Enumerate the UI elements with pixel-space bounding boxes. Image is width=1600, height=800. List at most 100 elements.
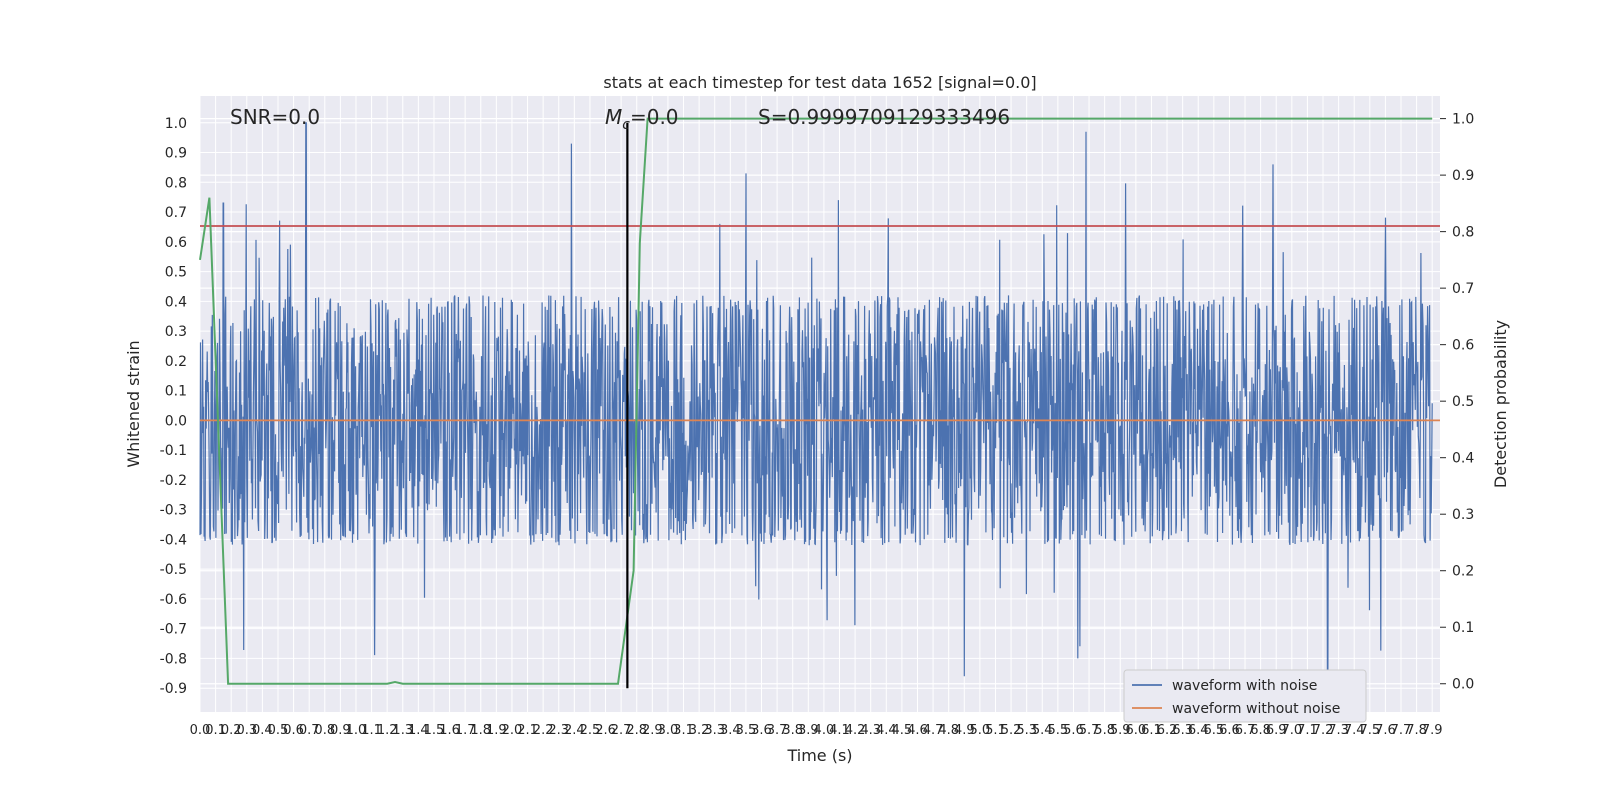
y-tick-label: 0.0 [165, 413, 187, 429]
x-tick-label: 4.3 [860, 723, 881, 738]
y-tick-label: 1.0 [165, 116, 187, 132]
x-tick-label: 5.5 [1048, 723, 1069, 738]
x-tick-label: 6.2 [1157, 723, 1178, 738]
x-tick-label: 5.0 [970, 723, 991, 738]
x-tick-label: 7.0 [1281, 723, 1302, 738]
x-tick-label: 5.3 [1016, 723, 1037, 738]
y2-axis-ticks: 1.0 0.9 0.8 0.7 0.6 0.5 0.4 0.3 0.2 0.1 0.0 [1440, 112, 1474, 693]
y2-tick-label: 0.0 [1452, 677, 1474, 693]
mc-annotation: Mc=0.0 [605, 105, 679, 133]
y2-tick-label: 0.2 [1452, 564, 1474, 580]
y2-tick-label: 1.0 [1452, 112, 1474, 128]
x-tick-label: 0.2 [221, 723, 242, 738]
legend-box [1123, 669, 1367, 723]
x-tick-label: 5.8 [1094, 723, 1115, 738]
x-tick-label: 1.8 [470, 723, 491, 738]
s-annotation: S=0.9999709129333496 [758, 105, 1010, 129]
x-tick-label: 6.9 [1266, 723, 1287, 738]
x-tick-label: 0.8 [314, 723, 335, 738]
x-tick-label: 4.2 [845, 723, 866, 738]
x-tick-label: 6.3 [1172, 723, 1193, 738]
x-tick-label: 4.5 [892, 723, 913, 738]
legend-label-noise: waveform with noise [1172, 678, 1317, 694]
x-tick-label: 1.2 [377, 723, 398, 738]
x-tick-label: 7.9 [1422, 723, 1443, 738]
x-tick-label: 6.7 [1235, 723, 1256, 738]
y-tick-label: -0.8 [160, 651, 187, 667]
x-tick-label: 0.6 [283, 723, 304, 738]
x-tick-label: 6.4 [1188, 723, 1209, 738]
x-tick-label: 3.9 [798, 723, 819, 738]
x-tick-label: 2.9 [642, 723, 663, 738]
y2-tick-label: 0.1 [1452, 620, 1474, 636]
legend-label-clean: waveform without noise [1172, 701, 1340, 717]
chart-title: stats at each timestep for test data 165… [603, 73, 1036, 92]
x-tick-label: 0.5 [268, 723, 289, 738]
y-tick-label: 0.2 [165, 354, 187, 370]
x-tick-label: 5.4 [1032, 723, 1053, 738]
series-waveform-with-noise [199, 122, 1433, 677]
y-tick-label: 0.6 [165, 235, 187, 251]
y-tick-label: 0.7 [165, 205, 187, 221]
x-tick-label: 2.5 [580, 723, 601, 738]
x-tick-label: 7.4 [1344, 723, 1365, 738]
series-detection-probability [199, 117, 1433, 685]
x-tick-label: 4.9 [954, 723, 975, 738]
x-tick-label: 2.8 [626, 723, 647, 738]
x-tick-label: 1.1 [361, 723, 382, 738]
x-tick-label: 1.7 [455, 723, 476, 738]
x-tick-label: 6.8 [1250, 723, 1271, 738]
y2-tick-label: 0.4 [1452, 451, 1474, 467]
mc-subscript: c [622, 117, 630, 133]
x-tick-label: 6.6 [1219, 723, 1240, 738]
y-axis-label: Whitened strain [124, 340, 143, 467]
y-tick-label: -0.6 [160, 592, 187, 608]
x-tick-label: 7.5 [1359, 723, 1380, 738]
x-tick-label: 3.1 [673, 723, 694, 738]
x-tick-label: 1.5 [424, 723, 445, 738]
x-tick-label: 7.6 [1375, 723, 1396, 738]
x-tick-label: 0.9 [330, 723, 351, 738]
x-tick-label: 2.0 [502, 723, 523, 738]
y-axis-ticks: 1.0 0.9 0.8 0.7 0.6 0.5 0.4 0.3 0.2 0.1 0.0 -0.1 -0.… [160, 116, 187, 697]
legend: waveform with noise waveform without noi… [1123, 669, 1367, 723]
x-tick-label: 0.3 [236, 723, 257, 738]
x-tick-label: 1.9 [486, 723, 507, 738]
y-tick-label: 0.1 [165, 384, 187, 400]
x-tick-label: 7.8 [1406, 723, 1427, 738]
y2-tick-label: 0.5 [1452, 394, 1474, 410]
x-tick-label: 0.7 [299, 723, 320, 738]
y-tick-label: -0.9 [160, 681, 187, 697]
y-tick-label: -0.7 [160, 622, 187, 638]
y2-axis-label: Detection probability [1491, 320, 1510, 488]
y2-tick-label: 0.3 [1452, 507, 1474, 523]
x-tick-label: 1.3 [392, 723, 413, 738]
x-tick-label: 4.1 [829, 723, 850, 738]
x-tick-label: 5.9 [1110, 723, 1131, 738]
y-tick-label: 0.4 [165, 294, 187, 310]
x-tick-label: 1.0 [346, 723, 367, 738]
x-tick-label: 2.6 [595, 723, 616, 738]
x-tick-label: 5.2 [1001, 723, 1022, 738]
x-tick-label: 4.8 [938, 723, 959, 738]
y-tick-label: 0.8 [165, 175, 187, 191]
x-tick-label: 5.7 [1079, 723, 1100, 738]
y-tick-label: -0.4 [160, 532, 187, 548]
x-tick-label: 6.1 [1141, 723, 1162, 738]
mc-value: =0.0 [630, 105, 679, 129]
snr-annotation: SNR=0.0 [230, 105, 320, 129]
x-tick-label: 3.0 [658, 723, 679, 738]
x-axis-ticks: 0.00.10.20.30.40.50.60.70.80.91.01.11.21… [190, 723, 1443, 738]
x-tick-label: 3.8 [782, 723, 803, 738]
x-tick-label: 4.0 [814, 723, 835, 738]
x-tick-label: 6.0 [1126, 723, 1147, 738]
x-tick-label: 3.3 [704, 723, 725, 738]
x-axis-label: Time (s) [786, 746, 852, 765]
x-tick-label: 3.6 [751, 723, 772, 738]
x-tick-label: 4.6 [907, 723, 928, 738]
y2-tick-label: 0.9 [1452, 168, 1474, 184]
y2-tick-label: 0.7 [1452, 281, 1474, 297]
x-tick-label: 7.3 [1328, 723, 1349, 738]
x-tick-label: 6.5 [1203, 723, 1224, 738]
x-tick-label: 2.2 [533, 723, 554, 738]
